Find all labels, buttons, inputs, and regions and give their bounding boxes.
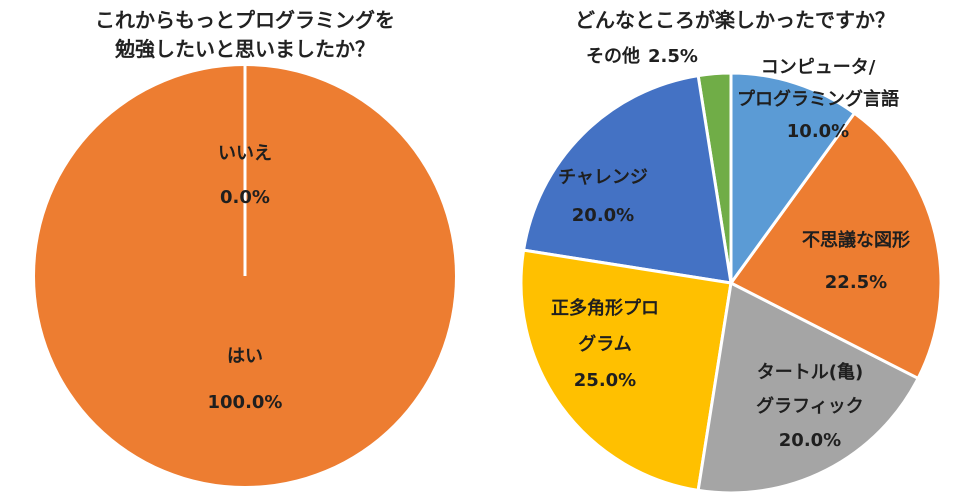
- chart-title-line: これからもっとプログラミングを: [95, 8, 395, 32]
- pie-plot: いいえ 0.0% はい 100.0%: [35, 66, 455, 486]
- slice-label: はい 100.0%: [208, 346, 283, 413]
- chart-title-line: 勉強したいと思いましたか？: [115, 37, 375, 61]
- pie-slice: [696, 281, 920, 495]
- pie-chart-fun-parts: どんなところが楽しかったですか？ コンピュータ/プログラミング言語 10.0% 不思…: [490, 0, 980, 500]
- pie-slice: [522, 74, 733, 285]
- slice-label: コンピュータ/プログラミング言語 10.0%: [737, 57, 899, 142]
- chart-title: どんなところが楽しかったですか？: [490, 6, 980, 35]
- slice-label: 不思議な図形 22.5%: [802, 229, 910, 293]
- pie-plot: コンピュータ/プログラミング言語 10.0% 不思議な図形 22.5% タートル(亀)グ…: [519, 45, 943, 495]
- slice-label: チャレンジ 20.0%: [558, 167, 648, 226]
- chart-title-line: どんなところが楽しかったですか？: [575, 8, 895, 32]
- pie-chart-continue-learning: これからもっとプログラミングを 勉強したいと思いましたか？ いいえ 0.0% はい 1…: [0, 6, 490, 486]
- pie-slice: [519, 248, 733, 492]
- slice-label: タートル(亀)グラフィック 20.0%: [756, 361, 864, 451]
- slice-label: その他 2.5%: [586, 45, 698, 67]
- slice-label: 正多角形プログラム 25.0%: [551, 297, 659, 391]
- pie-slice: [729, 71, 856, 285]
- slice-label: いいえ 0.0%: [218, 143, 272, 208]
- pie-slice: [729, 111, 943, 380]
- chart-title: これからもっとプログラミングを 勉強したいと思いましたか？: [0, 6, 490, 64]
